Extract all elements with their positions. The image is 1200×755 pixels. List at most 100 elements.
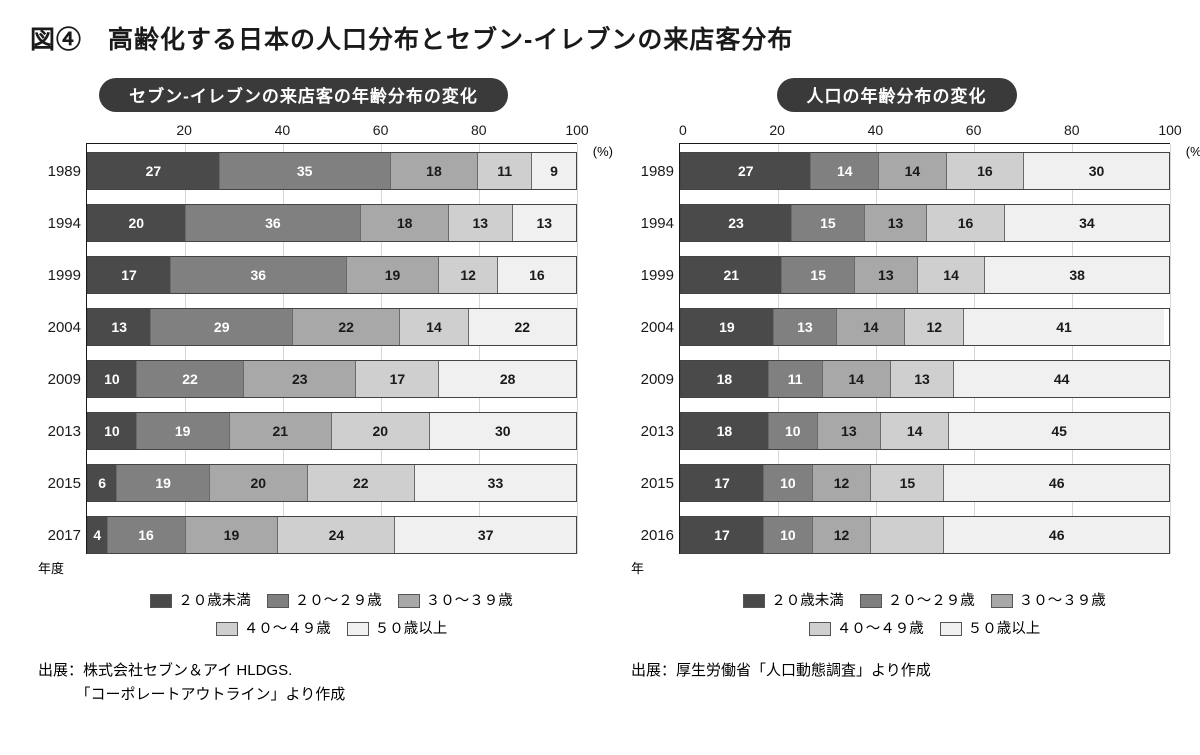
figure-title: 図④ 高齢化する日本の人口分布とセブン-イレブンの来店客分布 bbox=[30, 20, 1170, 56]
bar-segment: 22 bbox=[293, 309, 400, 345]
legend-label: ２０～２９歳 bbox=[295, 589, 382, 614]
right-legend: ２０歳未満２０～２９歳３０～３９歳４０～４９歳５０歳以上 bbox=[679, 589, 1170, 645]
bar-segment: 10 bbox=[764, 465, 813, 501]
bar-segment: 13 bbox=[449, 205, 512, 241]
bar-segment: 41 bbox=[964, 309, 1164, 345]
bar-segment: 14 bbox=[823, 361, 891, 397]
x-tick: 20 bbox=[176, 122, 192, 138]
x-tick: 60 bbox=[373, 122, 389, 138]
bar-segment: 14 bbox=[879, 153, 947, 189]
stacked-bar: 2115131438 bbox=[680, 256, 1170, 294]
bar-segment: 38 bbox=[985, 257, 1169, 293]
bar-segment: 33 bbox=[415, 465, 576, 501]
stacked-bar: 2315131634 bbox=[680, 204, 1170, 242]
bar-segment: 14 bbox=[400, 309, 468, 345]
bar-row: 20091811141344 bbox=[680, 360, 1170, 398]
bar-segment: 18 bbox=[681, 413, 769, 449]
bar-segment: 17 bbox=[356, 361, 439, 397]
year-label: 1989 bbox=[31, 163, 81, 180]
bar-row: 19942315131634 bbox=[680, 204, 1170, 242]
legend-item: ２０歳未満 bbox=[150, 589, 251, 614]
grid-line bbox=[1170, 144, 1171, 554]
bar-segment: 22 bbox=[308, 465, 415, 501]
year-label: 2013 bbox=[624, 423, 674, 440]
bar-segment: 30 bbox=[1024, 153, 1169, 189]
year-label: 2009 bbox=[624, 371, 674, 388]
bar-segment: 20 bbox=[210, 465, 308, 501]
source-line: 出展：厚生労働省「人口動態調査」より作成 bbox=[631, 659, 1170, 683]
bar-segment: 14 bbox=[811, 153, 879, 189]
year-label: 2013 bbox=[31, 423, 81, 440]
bar-segment: 20 bbox=[332, 413, 430, 449]
legend-label: ５０歳以上 bbox=[375, 617, 448, 642]
stacked-bar: 416192437 bbox=[87, 516, 577, 554]
x-tick: 80 bbox=[471, 122, 487, 138]
left-subtitle: セブン-イレブンの来店客の年齢分布の変化 bbox=[99, 78, 508, 112]
bar-segment: 13 bbox=[865, 205, 928, 241]
stacked-bar: 1810131445 bbox=[680, 412, 1170, 450]
bar-row: 20091022231728 bbox=[87, 360, 577, 398]
year-label: 1994 bbox=[31, 215, 81, 232]
stacked-bar: 1022231728 bbox=[87, 360, 577, 398]
bar-segment: 27 bbox=[681, 153, 811, 189]
year-label: 1999 bbox=[624, 267, 674, 284]
bar-segment: 22 bbox=[137, 361, 244, 397]
bar-segment: 19 bbox=[137, 413, 230, 449]
bar-segment: 17 bbox=[88, 257, 171, 293]
legend-swatch bbox=[347, 622, 369, 636]
stacked-bar: 2714141630 bbox=[680, 152, 1170, 190]
legend-swatch bbox=[940, 622, 962, 636]
bar-segment: 30 bbox=[430, 413, 576, 449]
bar-segment: 15 bbox=[782, 257, 854, 293]
bar-segment: 21 bbox=[230, 413, 332, 449]
bar-segment bbox=[871, 517, 944, 553]
bar-segment: 16 bbox=[108, 517, 186, 553]
legend-swatch bbox=[860, 594, 882, 608]
year-label: 2017 bbox=[31, 527, 81, 544]
bar-row: 20151710121546 bbox=[680, 464, 1170, 502]
left-x-axis: (%) 20406080100 bbox=[86, 122, 577, 144]
bar-segment: 27 bbox=[88, 153, 220, 189]
bar-segment: 13 bbox=[818, 413, 881, 449]
legend-swatch bbox=[398, 594, 420, 608]
legend-swatch bbox=[809, 622, 831, 636]
x-tick: 100 bbox=[565, 122, 588, 138]
bar-segment: 23 bbox=[244, 361, 356, 397]
bar-segment: 14 bbox=[918, 257, 986, 293]
bar-segment: 6 bbox=[88, 465, 117, 501]
legend-swatch bbox=[743, 594, 765, 608]
stacked-bar: 1710121546 bbox=[680, 464, 1170, 502]
legend-item: ２０～２９歳 bbox=[860, 589, 975, 614]
year-label: 2004 bbox=[624, 319, 674, 336]
legend-swatch bbox=[991, 594, 1013, 608]
legend-label: ４０～４９歳 bbox=[837, 617, 924, 642]
bar-segment: 19 bbox=[347, 257, 440, 293]
bar-row: 19892714141630 bbox=[680, 152, 1170, 190]
bar-segment: 23 bbox=[681, 205, 792, 241]
bar-row: 20041329221422 bbox=[87, 308, 577, 346]
left-bars: 1989273518119199420361813131999173619121… bbox=[86, 144, 577, 554]
bar-row: 20131019212030 bbox=[87, 412, 577, 450]
bar-segment: 13 bbox=[88, 309, 151, 345]
legend-label: ４０～４９歳 bbox=[244, 617, 331, 642]
grid-line bbox=[577, 144, 578, 554]
bar-segment: 46 bbox=[944, 465, 1168, 501]
legend-label: ２０～２９歳 bbox=[888, 589, 975, 614]
x-tick: 100 bbox=[1158, 122, 1181, 138]
legend-item: ４０～４９歳 bbox=[216, 617, 331, 642]
x-tick: 40 bbox=[275, 122, 291, 138]
bar-segment: 24 bbox=[278, 517, 395, 553]
bar-segment: 13 bbox=[774, 309, 837, 345]
bar-segment: 14 bbox=[881, 413, 949, 449]
legend-item: ５０歳以上 bbox=[940, 617, 1041, 642]
bar-segment: 16 bbox=[927, 205, 1004, 241]
bar-segment: 18 bbox=[361, 205, 449, 241]
bar-segment: 13 bbox=[891, 361, 954, 397]
bar-segment: 4 bbox=[88, 517, 108, 553]
bar-segment: 18 bbox=[681, 361, 769, 397]
legend-item: ４０～４９歳 bbox=[809, 617, 924, 642]
bar-segment: 13 bbox=[855, 257, 918, 293]
bar-row: 1989273518119 bbox=[87, 152, 577, 190]
stacked-bar: 1329221422 bbox=[87, 308, 577, 346]
bar-segment: 11 bbox=[478, 153, 532, 189]
